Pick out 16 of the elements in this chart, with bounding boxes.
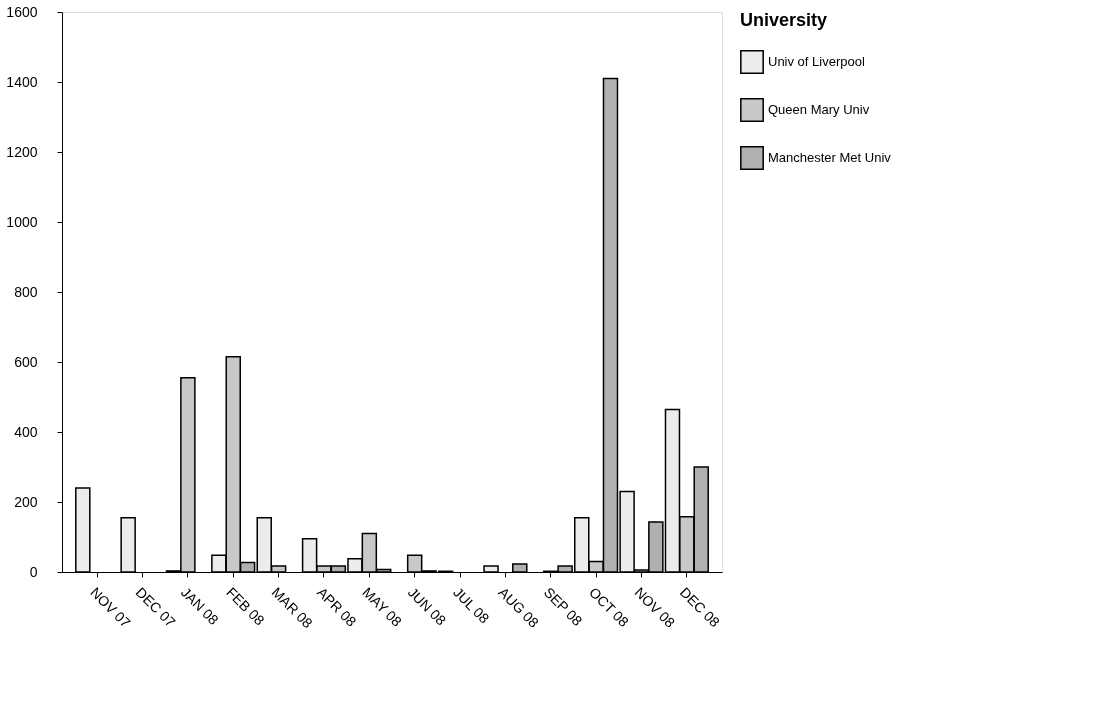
y-tick-label: 200	[14, 493, 38, 510]
x-tick-label: JUL 08	[450, 584, 493, 627]
y-tick-label: 1400	[6, 73, 38, 90]
legend-label: Univ of Liverpool	[768, 54, 865, 69]
legend-label: Queen Mary Univ	[768, 102, 870, 117]
y-tick-label: 1200	[6, 143, 38, 160]
x-tick-label: JAN 08	[177, 584, 222, 629]
y-tick-label: 1600	[6, 3, 38, 20]
y-tick-label: 800	[14, 283, 38, 300]
x-tick-label: SEP 08	[540, 584, 586, 629]
y-tick-label: 600	[14, 353, 38, 370]
legend-label: Manchester Met Univ	[768, 150, 892, 165]
legend-title: University	[740, 10, 828, 30]
y-tick-label: 400	[14, 423, 38, 440]
y-tick-label: 1000	[6, 213, 38, 230]
y-tick-label: 0	[29, 563, 38, 580]
